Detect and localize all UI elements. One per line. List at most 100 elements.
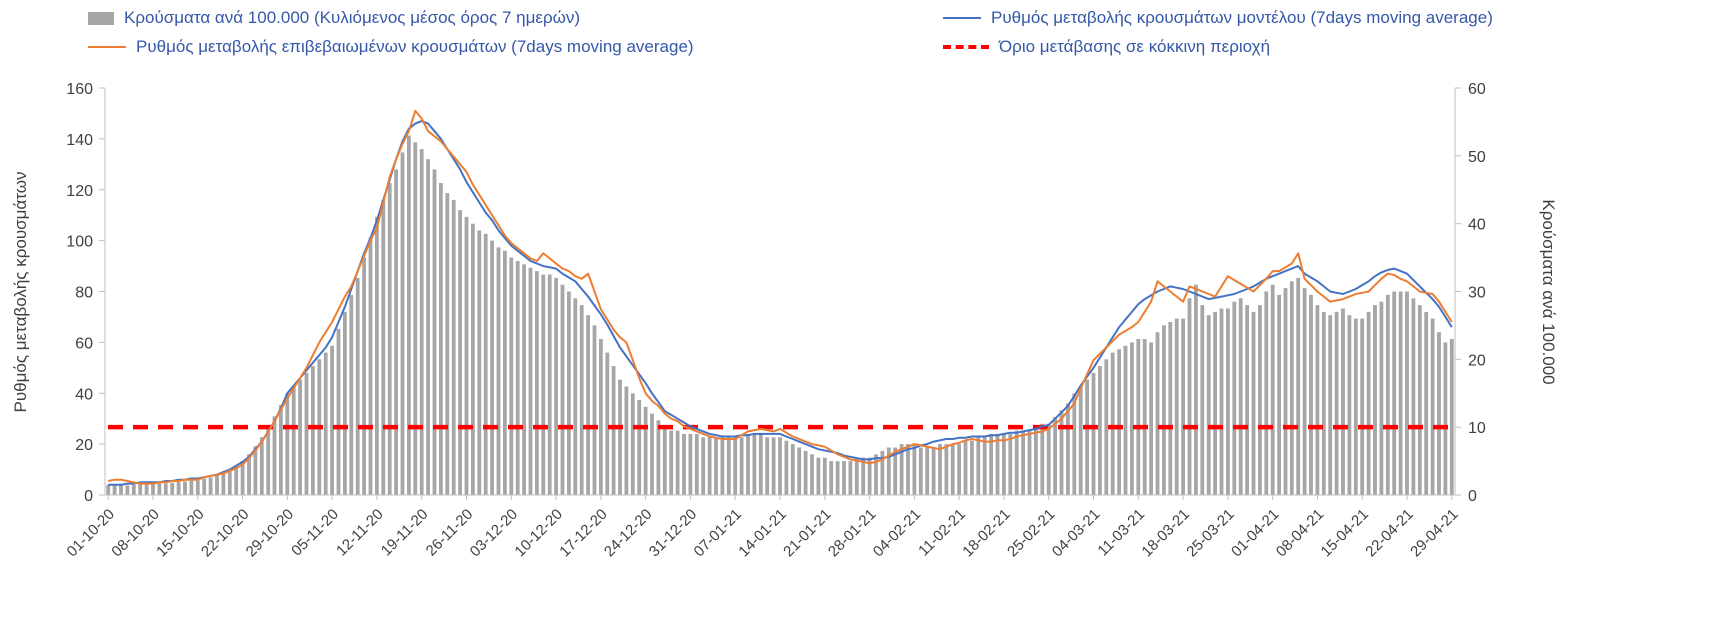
bar: [227, 470, 232, 495]
bar: [867, 457, 872, 495]
bar: [1142, 339, 1147, 495]
bar: [279, 404, 283, 495]
x-tick-label: 12-11-20: [333, 506, 387, 560]
bar: [208, 477, 213, 495]
bar: [707, 437, 712, 495]
bar: [1385, 294, 1390, 495]
left-tick-label: 20: [75, 437, 93, 454]
bar: [471, 223, 475, 495]
bar: [733, 437, 738, 495]
x-tick-label: 14-01-21: [735, 506, 789, 560]
bar: [419, 149, 424, 495]
bar: [1168, 322, 1173, 495]
bar: [176, 482, 181, 495]
bar: [874, 454, 878, 495]
right-tick-label: 10: [1468, 420, 1486, 437]
bar: [1251, 311, 1256, 495]
x-tick-label: 31-12-20: [646, 506, 700, 560]
bar: [1238, 298, 1243, 495]
left-axis-title: Ρυθμός μεταβολής κρουσμάτων: [11, 171, 30, 413]
bar: [1411, 298, 1416, 495]
left-tick-label: 60: [75, 335, 93, 352]
bar: [1085, 379, 1089, 495]
bar: [1187, 298, 1192, 495]
bar: [938, 444, 942, 495]
x-tick-label: 05-11-20: [288, 506, 342, 560]
bar: [982, 437, 987, 495]
bar: [1264, 291, 1269, 495]
bar: [963, 440, 968, 495]
bar: [1027, 430, 1032, 495]
bar: [151, 484, 155, 495]
left-tick-label: 100: [66, 234, 93, 251]
legend-label: Ρυθμός μεταβολής κρουσμάτων μοντέλου (7d…: [991, 8, 1493, 27]
bar: [1398, 291, 1403, 495]
bar: [1002, 433, 1006, 495]
bar: [189, 480, 194, 495]
bar: [842, 461, 846, 495]
bar: [515, 261, 520, 495]
x-tick-label: 01-04-21: [1228, 506, 1282, 560]
bar: [291, 386, 296, 495]
bar: [1347, 315, 1352, 495]
bar: [637, 400, 642, 495]
bar: [797, 447, 802, 495]
bar: [989, 433, 993, 495]
bar: [490, 240, 494, 495]
bar: [1417, 305, 1422, 495]
legend-label: Όριο μετάβασης σε κόκκινη περιοχή: [999, 37, 1271, 56]
bar: [368, 237, 373, 495]
bar: [618, 379, 622, 495]
bar: [931, 447, 936, 495]
bar: [605, 352, 610, 495]
bar: [1072, 393, 1077, 496]
bar: [611, 366, 616, 495]
bar: [1302, 288, 1307, 495]
bar: [131, 484, 136, 495]
bar: [1315, 305, 1320, 495]
axes: [99, 87, 1461, 500]
bar: [349, 294, 354, 495]
bar: [822, 457, 827, 495]
bar: [163, 483, 168, 495]
bar: [535, 271, 539, 495]
bar: [1213, 311, 1217, 495]
bar: [138, 484, 143, 495]
bar: [157, 483, 162, 495]
bar: [880, 450, 885, 495]
bar: [381, 199, 386, 495]
x-tick-label: 28-01-21: [825, 506, 879, 560]
bar: [714, 437, 718, 495]
x-tick-label: 26-11-20: [423, 506, 477, 560]
bar: [458, 210, 462, 495]
bar: [247, 454, 251, 495]
bar: [119, 484, 123, 495]
left-tick-label: 80: [75, 285, 93, 302]
bar: [259, 437, 264, 495]
bar: [758, 433, 763, 495]
bar: [790, 444, 795, 495]
x-tick-label: 15-10-20: [153, 506, 207, 560]
x-tick-label: 04-03-21: [1049, 506, 1103, 560]
bar: [554, 277, 558, 495]
bar: [125, 485, 130, 495]
bar: [861, 457, 866, 495]
bar: [752, 433, 757, 495]
blue-line-swatch-icon: [943, 17, 981, 19]
bar: [144, 484, 149, 495]
bar: [803, 450, 808, 495]
bar: [483, 233, 488, 496]
bar: [1136, 339, 1141, 495]
bar: [656, 420, 661, 495]
bar: [682, 433, 686, 495]
bar: [394, 169, 398, 495]
bar: [170, 482, 175, 495]
right-tick-label: 30: [1468, 285, 1486, 302]
bar: [599, 339, 603, 495]
bar: [240, 461, 245, 495]
bar: [1174, 318, 1179, 495]
bar: [1341, 308, 1345, 495]
bar: [343, 311, 347, 495]
bar: [1296, 277, 1301, 495]
